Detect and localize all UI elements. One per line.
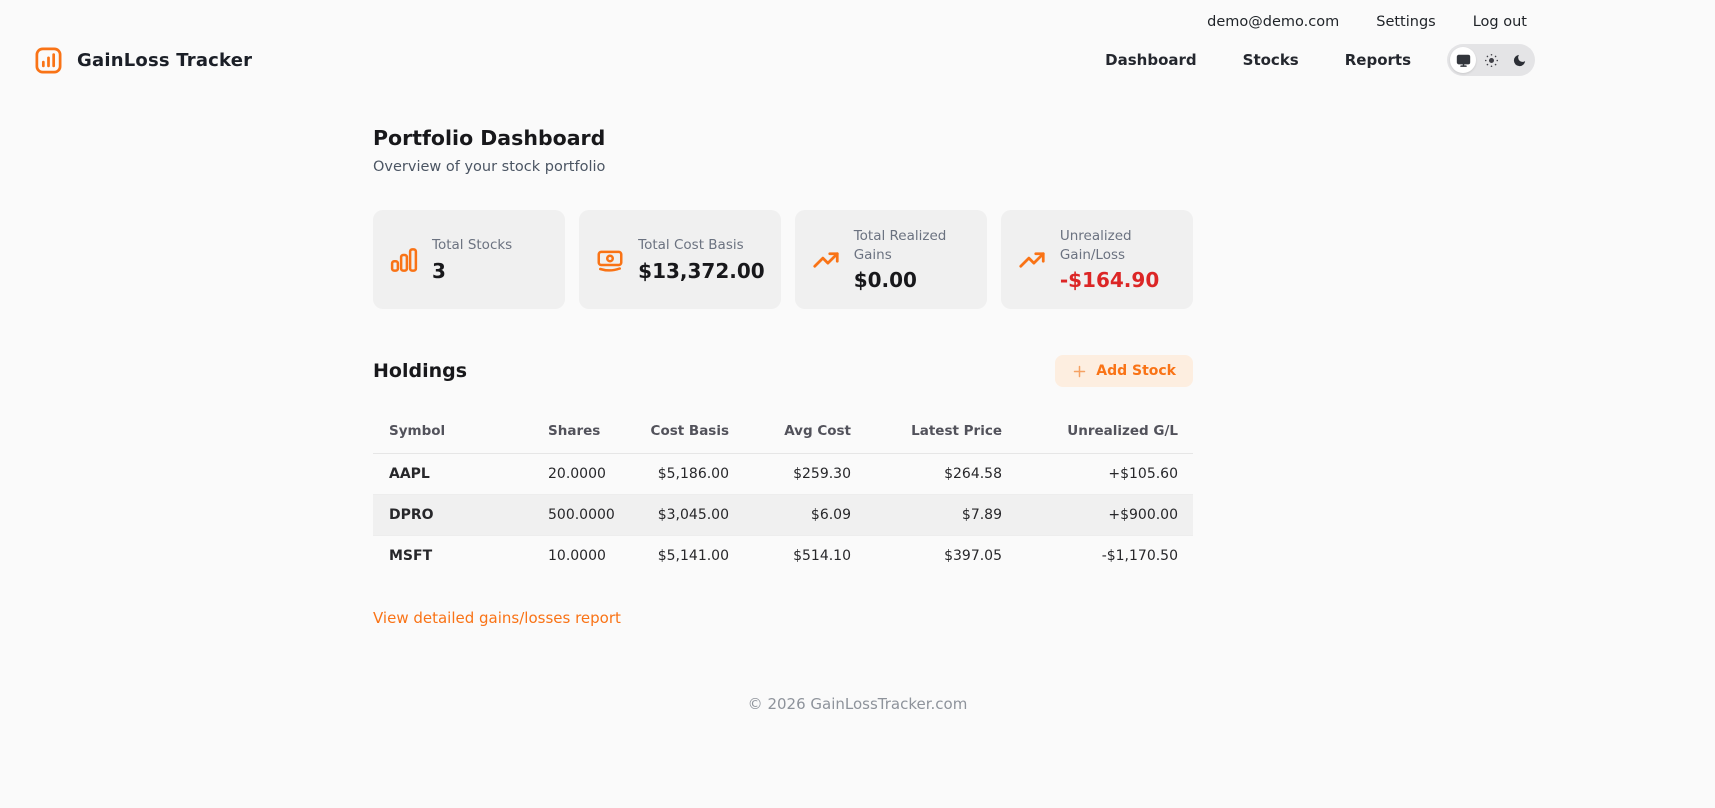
avg-cost-cell: $6.09	[744, 494, 866, 536]
table-row: AAPL 20.0000 $5,186.00 $259.30 $264.58 +…	[373, 453, 1193, 495]
theme-dark-button[interactable]	[1506, 47, 1532, 73]
unrealized-gl-cell: +$105.60	[1017, 453, 1193, 495]
moon-icon	[1512, 53, 1527, 68]
stats-cards: Total Stocks 3 Total Cost Basis $13,372.…	[373, 210, 1193, 309]
latest-price-cell: $397.05	[944, 548, 1002, 564]
plus-icon	[1072, 364, 1087, 379]
stat-label: Unrealized Gain/Loss	[1059, 228, 1132, 263]
nav-reports[interactable]: Reports	[1344, 51, 1411, 69]
main-nav: Dashboard Stocks Reports	[1105, 44, 1535, 76]
trending-up-icon	[1017, 245, 1047, 275]
theme-light-button[interactable]	[1478, 47, 1504, 73]
stat-label: Total Stocks	[432, 237, 513, 254]
stat-label: Total Realized Gains	[853, 228, 947, 263]
nav-stocks[interactable]: Stocks	[1242, 51, 1299, 69]
sun-icon	[1484, 53, 1499, 68]
page-subtitle: Overview of your stock portfolio	[373, 159, 606, 175]
unrealized-gl-cell: +$900.00	[1017, 494, 1193, 536]
stat-card-total-cost-basis: Total Cost Basis $13,372.00	[579, 210, 781, 309]
column-symbol: Symbol	[373, 417, 533, 454]
stat-value: -$164.90	[1059, 267, 1160, 292]
holdings-header: Holdings Add Stock	[373, 355, 1193, 387]
table-row: DPRO 500.0000 $3,045.00 $6.09 $7.89 +$90…	[373, 494, 1193, 536]
cost-basis-cell: $5,141.00	[657, 548, 729, 564]
brand[interactable]: GainLoss Tracker	[33, 45, 252, 76]
holdings-title: Holdings	[373, 360, 468, 382]
shares-cell: 20.0000	[533, 453, 608, 495]
column-cost-basis: Cost Basis	[608, 417, 744, 454]
column-shares: Shares	[533, 417, 608, 454]
add-stock-button[interactable]: Add Stock	[1055, 355, 1193, 387]
bar-chart-icon	[389, 245, 419, 275]
stat-value: 3	[432, 258, 446, 283]
topbar: demo@demo.com Settings Log out	[0, 0, 1715, 30]
theme-system-button[interactable]	[1450, 47, 1476, 73]
symbol-link[interactable]: DPRO	[373, 494, 533, 536]
brand-name: GainLoss Tracker	[77, 49, 253, 71]
latest-price-cell: $264.58	[866, 453, 1017, 495]
column-avg-cost: Avg Cost	[744, 417, 866, 454]
monitor-icon	[1456, 53, 1471, 68]
stat-label: Total Cost Basis	[638, 237, 744, 254]
banknote-icon	[595, 245, 625, 275]
symbol-link[interactable]: AAPL	[373, 453, 533, 495]
table-row: MSFT 10.0000 $5,141.00 $514.10 $397.05 -…	[373, 536, 1193, 577]
table-header-row: Symbol Shares Cost Basis Avg Cost Latest…	[373, 417, 1193, 454]
add-stock-label: Add Stock	[1096, 363, 1176, 379]
avg-cost-cell: $259.30	[744, 453, 866, 495]
user-email: demo@demo.com	[1207, 14, 1340, 30]
shares-cell: 500.0000	[533, 494, 615, 536]
column-unrealized-gl: Unrealized G/L	[1017, 417, 1193, 454]
settings-link[interactable]: Settings	[1376, 14, 1436, 30]
avg-cost-cell: $514.10	[793, 548, 851, 564]
cost-basis-cell: $5,186.00	[608, 453, 744, 495]
latest-price-cell: $7.89	[866, 494, 1017, 536]
stat-value: $13,372.00	[638, 258, 765, 283]
unrealized-gl-cell: -$1,170.50	[1101, 548, 1178, 564]
column-latest-price: Latest Price	[866, 417, 1017, 454]
trending-up-icon	[811, 245, 841, 275]
copyright-text: © 2026 GainLossTracker.com	[747, 695, 968, 713]
dashboard-main: Portfolio Dashboard Overview of your sto…	[373, 90, 1193, 627]
cost-basis-cell: $3,045.00	[608, 494, 744, 536]
stat-card-total-stocks: Total Stocks 3	[373, 210, 566, 309]
stat-card-total-realized-gains: Total Realized Gains $0.00	[794, 210, 987, 309]
detailed-report-link[interactable]: View detailed gains/losses report	[373, 609, 621, 627]
app-logo-icon	[33, 45, 64, 76]
page-title: Portfolio Dashboard	[373, 126, 606, 150]
stat-value: $0.00	[853, 267, 917, 292]
app-header: GainLoss Tracker Dashboard Stocks Report…	[0, 30, 1715, 90]
nav-dashboard[interactable]: Dashboard	[1105, 51, 1197, 69]
holdings-table: Symbol Shares Cost Basis Avg Cost Latest…	[373, 417, 1193, 576]
logout-link[interactable]: Log out	[1472, 14, 1527, 30]
symbol-link[interactable]: MSFT	[389, 548, 433, 564]
theme-toggle	[1447, 44, 1535, 76]
stat-card-unrealized-gain-loss: Unrealized Gain/Loss -$164.90	[1000, 210, 1193, 309]
shares-cell: 10.0000	[548, 548, 606, 564]
footer: © 2026 GainLossTracker.com	[0, 695, 1715, 713]
